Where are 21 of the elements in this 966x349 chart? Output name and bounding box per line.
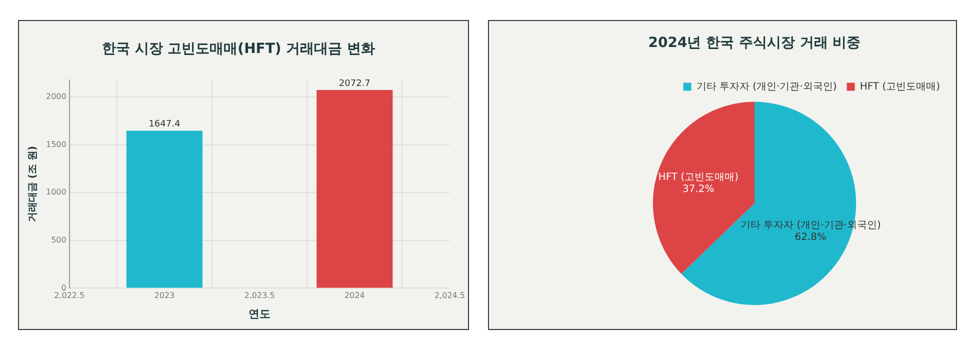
y-tick-label: 500 bbox=[51, 235, 66, 244]
x-tick-label: 2023 bbox=[154, 291, 175, 300]
y-tick-label: 0 bbox=[61, 283, 66, 292]
y-tick-label: 1000 bbox=[46, 188, 66, 197]
data-label: 37.2% bbox=[682, 184, 714, 196]
y-tick-label: 1500 bbox=[46, 140, 66, 149]
y-axis-title: 거래대금 (조 원) bbox=[28, 146, 39, 222]
data-label: 1647.4 bbox=[148, 120, 180, 130]
legend-label: 기타 투자자 (개인·기관·외국인) bbox=[696, 81, 837, 92]
legend-label: HFT (고빈도매매) bbox=[860, 81, 940, 92]
data-label: 62.8% bbox=[794, 232, 826, 243]
data-label: 2072.7 bbox=[338, 79, 370, 90]
x-tick-label: 2024 bbox=[344, 291, 365, 300]
slice-label: HFT (고빈도매매) bbox=[658, 172, 739, 184]
x-tick-label: 2,022.5 bbox=[54, 291, 85, 300]
chart-title: 한국 시장 고빈도매매(HFT) 거래대금 변화 bbox=[102, 41, 376, 58]
x-axis-title: 연도 bbox=[248, 307, 271, 320]
y-tick-label: 2000 bbox=[46, 92, 66, 102]
x-tick-label: 2,024.5 bbox=[434, 291, 466, 300]
x-tick-label: 2,023.5 bbox=[244, 291, 275, 300]
chart-title: 2024년 한국 주식시장 거래 비중 bbox=[648, 35, 861, 52]
